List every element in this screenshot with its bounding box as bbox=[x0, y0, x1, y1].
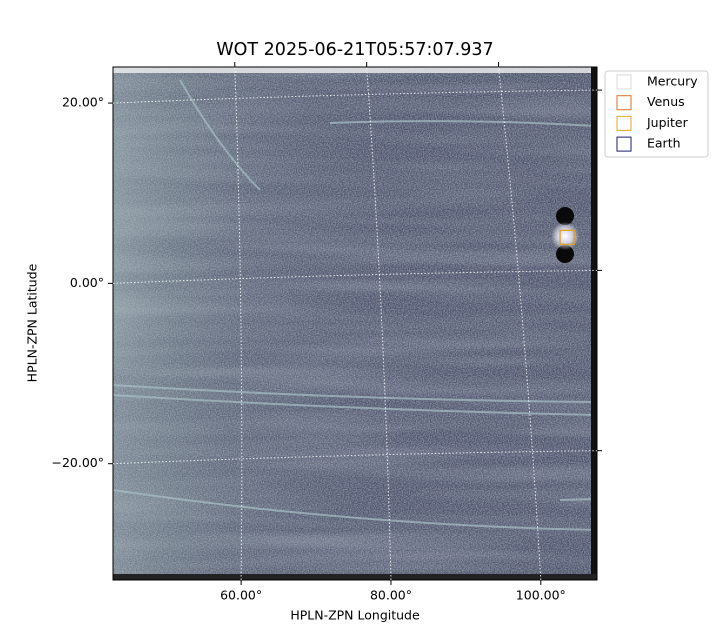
legend-swatch bbox=[616, 74, 632, 90]
planet-marker bbox=[559, 229, 575, 245]
legend-label: Earth bbox=[647, 136, 681, 151]
y-tick-label: −20.00° bbox=[51, 455, 104, 470]
grid-line bbox=[112, 269, 598, 284]
legend-swatch bbox=[616, 95, 632, 111]
grid-line bbox=[112, 89, 598, 104]
y-tick-label: 20.00° bbox=[62, 95, 104, 110]
y-axis-label: HPLN-ZPN Latitude bbox=[25, 263, 40, 382]
grid-line bbox=[234, 66, 243, 581]
legend-label: Mercury bbox=[647, 74, 698, 89]
chart-title: WOT 2025-06-21T05:57:07.937 bbox=[216, 40, 493, 60]
x-tick-label: 60.00° bbox=[220, 588, 262, 603]
legend-label: Venus bbox=[647, 94, 685, 109]
legend bbox=[604, 70, 709, 158]
y-tick-label: 0.00° bbox=[70, 275, 104, 290]
image bbox=[113, 67, 597, 580]
x-tick-label: 100.00° bbox=[516, 588, 566, 603]
grid-line bbox=[498, 66, 542, 581]
legend-swatch bbox=[616, 136, 632, 152]
grid-line bbox=[366, 66, 392, 581]
axes-frame bbox=[112, 66, 598, 581]
x-tick-label: 80.00° bbox=[370, 588, 412, 603]
grid-line bbox=[112, 450, 598, 465]
legend-label: Jupiter bbox=[646, 115, 689, 130]
legend-swatch bbox=[616, 115, 632, 131]
x-axis-label: HPLN-ZPN Longitude bbox=[290, 608, 420, 623]
